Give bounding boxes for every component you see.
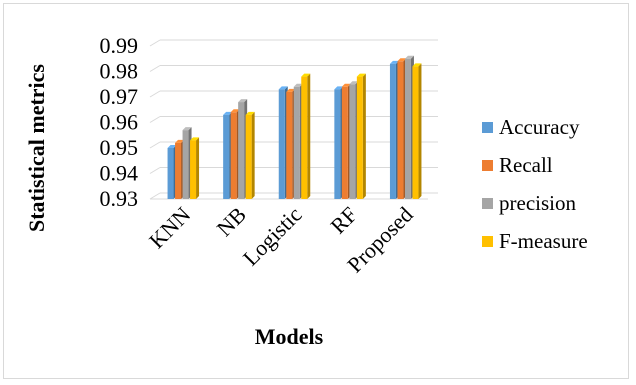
gridline [149, 39, 161, 47]
legend-item: F-measure [482, 229, 588, 253]
bar-knn-f-measure [190, 137, 200, 199]
gridline [149, 167, 161, 174]
gridline [149, 90, 161, 98]
x-tick-label: KNN [144, 202, 195, 253]
y-tick-label: 0.98 [100, 59, 139, 84]
y-axis-title: Statistical metrics [24, 64, 49, 232]
legend-swatch [482, 160, 493, 171]
gridline [149, 65, 161, 72]
y-tick-label: 0.99 [100, 33, 139, 58]
legend-item: Accuracy [482, 115, 580, 139]
legend-label: Accuracy [499, 115, 580, 139]
y-tick-labels: 0.930.940.950.960.970.980.99 [100, 33, 139, 211]
bar-logistic-f-measure [301, 73, 311, 199]
y-tick-label: 0.97 [100, 84, 139, 109]
x-tick-label: RF [325, 202, 362, 239]
y-tick-label: 0.96 [100, 110, 139, 135]
bar-nb-f-measure [245, 111, 255, 199]
gridline [149, 192, 161, 200]
y-tick-label: 0.95 [100, 135, 139, 160]
x-tick-label: NB [212, 202, 251, 241]
legend-label: F-measure [499, 229, 588, 253]
y-tick-label: 0.94 [100, 161, 139, 186]
bars [167, 55, 422, 200]
bar-proposed-f-measure [412, 63, 422, 200]
y-tick-label: 0.93 [100, 186, 139, 211]
gridline [149, 116, 161, 123]
bar-rf-f-measure [356, 73, 366, 199]
legend-swatch [482, 122, 493, 133]
legend-item: precision [482, 191, 576, 215]
legend-label: Recall [499, 153, 553, 177]
legend-swatch [482, 236, 493, 247]
x-axis-title: Models [255, 324, 324, 349]
legend: Accuracy Recall precision F-measure [482, 115, 588, 253]
legend-label: precision [499, 191, 576, 215]
x-tick-label: Logistic [238, 202, 307, 271]
legend-item: Recall [482, 153, 553, 177]
gridline [149, 141, 161, 149]
legend-swatch [482, 198, 493, 209]
